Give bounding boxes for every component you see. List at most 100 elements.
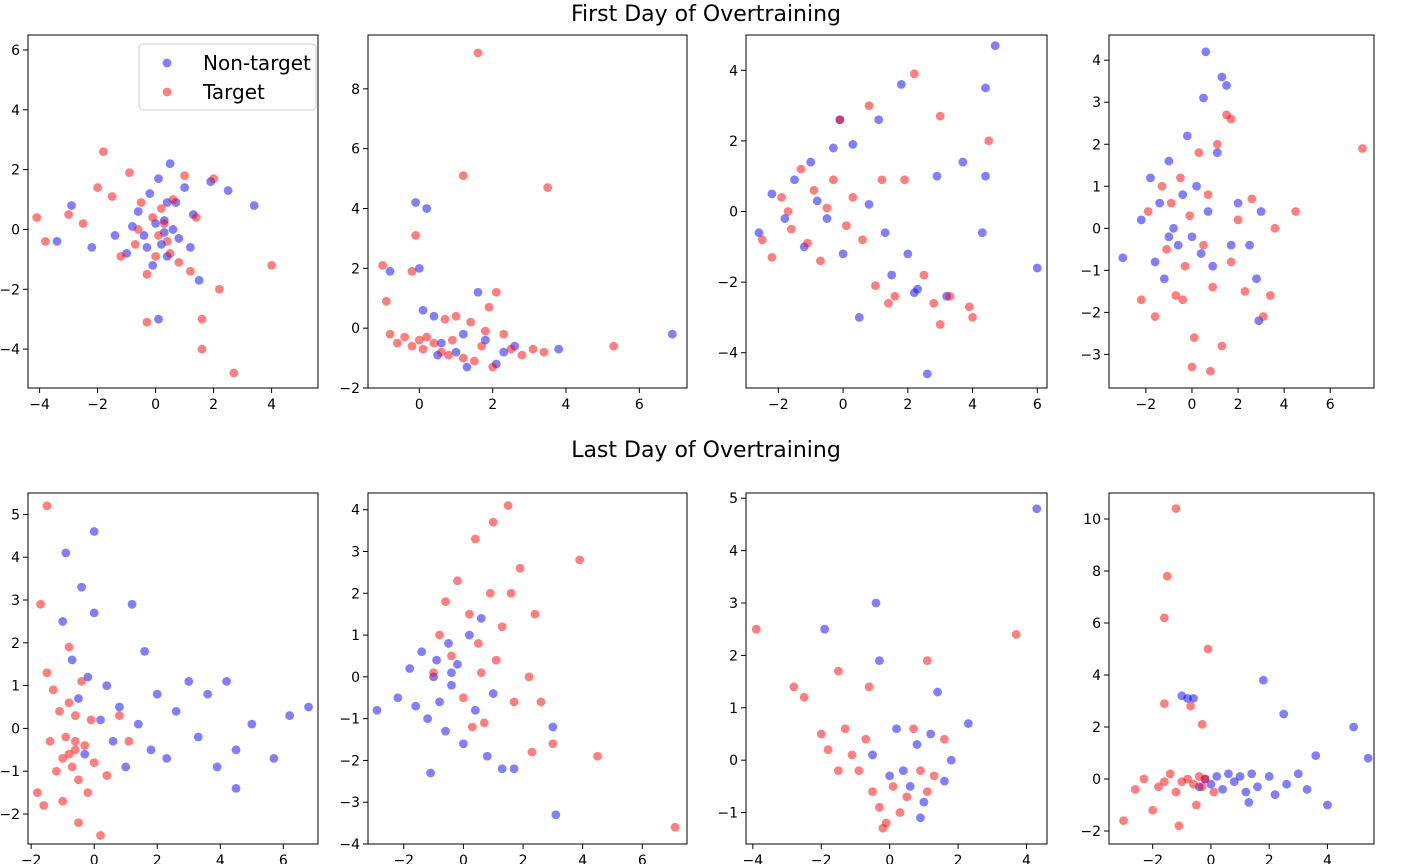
target-point <box>168 195 178 204</box>
non-target-point <box>926 729 936 739</box>
non-target-point <box>1264 772 1274 781</box>
non-target-point <box>154 174 163 183</box>
x-tick-label: 2 <box>209 397 218 413</box>
target-point <box>133 225 143 234</box>
target-point <box>895 808 905 817</box>
target-point <box>1197 720 1207 729</box>
non-target-point <box>871 598 881 608</box>
target-point <box>786 224 796 234</box>
target-point <box>78 219 88 228</box>
target-point <box>543 183 553 192</box>
target-point <box>197 314 207 324</box>
target-point <box>99 147 108 157</box>
y-tick-label: −1 <box>0 764 20 780</box>
target-point <box>528 344 538 354</box>
target-point <box>440 314 450 324</box>
target-point <box>1203 644 1213 654</box>
target-point <box>503 501 513 510</box>
non-target-point <box>414 263 424 273</box>
non-target-point <box>898 766 908 776</box>
x-tick-label: 4 <box>1323 853 1332 864</box>
y-tick-label: −4 <box>717 346 738 362</box>
y-tick-label: −1 <box>339 712 360 728</box>
target-point <box>42 668 52 678</box>
y-tick-label: 6 <box>351 142 360 158</box>
target-point <box>823 745 833 755</box>
non-target-point <box>417 647 427 657</box>
target-point <box>868 787 877 797</box>
target-point <box>32 213 42 222</box>
target-point <box>1205 366 1215 376</box>
target-point <box>86 715 96 725</box>
non-target-point <box>186 242 195 252</box>
plot-frame <box>745 34 1048 389</box>
x-tick-label: 6 <box>279 853 288 864</box>
first-day-row-title: First Day of Overtraining <box>570 2 842 27</box>
target-point <box>485 588 495 598</box>
legend-non-target-label: Non-target <box>203 51 311 75</box>
target-point <box>115 711 124 720</box>
target-point <box>916 766 925 776</box>
target-point <box>93 183 102 192</box>
y-tick-label: −3 <box>339 795 360 811</box>
target-series <box>1136 110 1367 376</box>
x-tick-label: 6 <box>1033 397 1042 413</box>
non-target-point <box>822 214 832 223</box>
non-target-point <box>981 171 990 181</box>
target-point <box>922 656 932 666</box>
non-target-point <box>222 676 231 686</box>
x-tick-label: −2 <box>393 853 414 864</box>
target-point <box>473 639 483 648</box>
non-target-series <box>58 527 313 793</box>
target-point <box>861 734 871 744</box>
last-day-row-title: Last Day of Overtraining <box>571 438 841 463</box>
non-target-point <box>1187 232 1197 242</box>
non-target-point <box>385 266 395 276</box>
target-point <box>809 185 819 195</box>
x-tick-label: 0 <box>885 853 894 864</box>
non-target-point <box>1217 72 1227 82</box>
non-target-point <box>812 196 822 206</box>
non-target-point <box>880 228 890 238</box>
target-point <box>1233 215 1243 225</box>
target-point <box>929 771 939 781</box>
target-point <box>777 192 787 202</box>
non-target-point <box>864 200 874 209</box>
non-target-point <box>1178 190 1188 200</box>
target-point <box>609 341 619 351</box>
target-point <box>1139 774 1149 784</box>
non-target-point <box>1244 798 1254 807</box>
non-target-point <box>432 655 441 665</box>
non-target-point <box>1146 173 1155 183</box>
non-target-point <box>269 753 279 763</box>
non-target-point <box>1282 779 1292 789</box>
target-point <box>816 729 826 739</box>
target-point <box>1159 777 1169 786</box>
target-point <box>1226 257 1236 267</box>
y-tick-label: 0 <box>351 321 360 337</box>
non-target-point <box>1279 709 1289 719</box>
target-point <box>70 736 80 746</box>
target-point <box>670 822 680 832</box>
non-target-point <box>1252 274 1261 284</box>
target-point <box>459 693 468 703</box>
non-target-point <box>89 527 99 536</box>
y-tick-label: 0 <box>351 670 360 686</box>
target-point <box>799 692 809 702</box>
target-point <box>1136 295 1146 305</box>
non-target-point <box>1212 772 1222 781</box>
plot-frame <box>367 34 688 389</box>
target-point <box>473 48 483 58</box>
non-target-point <box>551 810 561 820</box>
plot-frame <box>1108 492 1375 845</box>
x-tick-label: 4 <box>1022 853 1031 864</box>
x-tick-label: 0 <box>90 853 99 864</box>
non-target-point <box>1032 263 1042 273</box>
non-target-point <box>145 189 155 198</box>
target-point <box>1217 341 1227 351</box>
target-point <box>1119 816 1128 825</box>
target-point <box>148 213 158 222</box>
non-target-point <box>67 201 76 210</box>
non-target-point <box>1349 722 1359 732</box>
target-point <box>142 317 152 327</box>
